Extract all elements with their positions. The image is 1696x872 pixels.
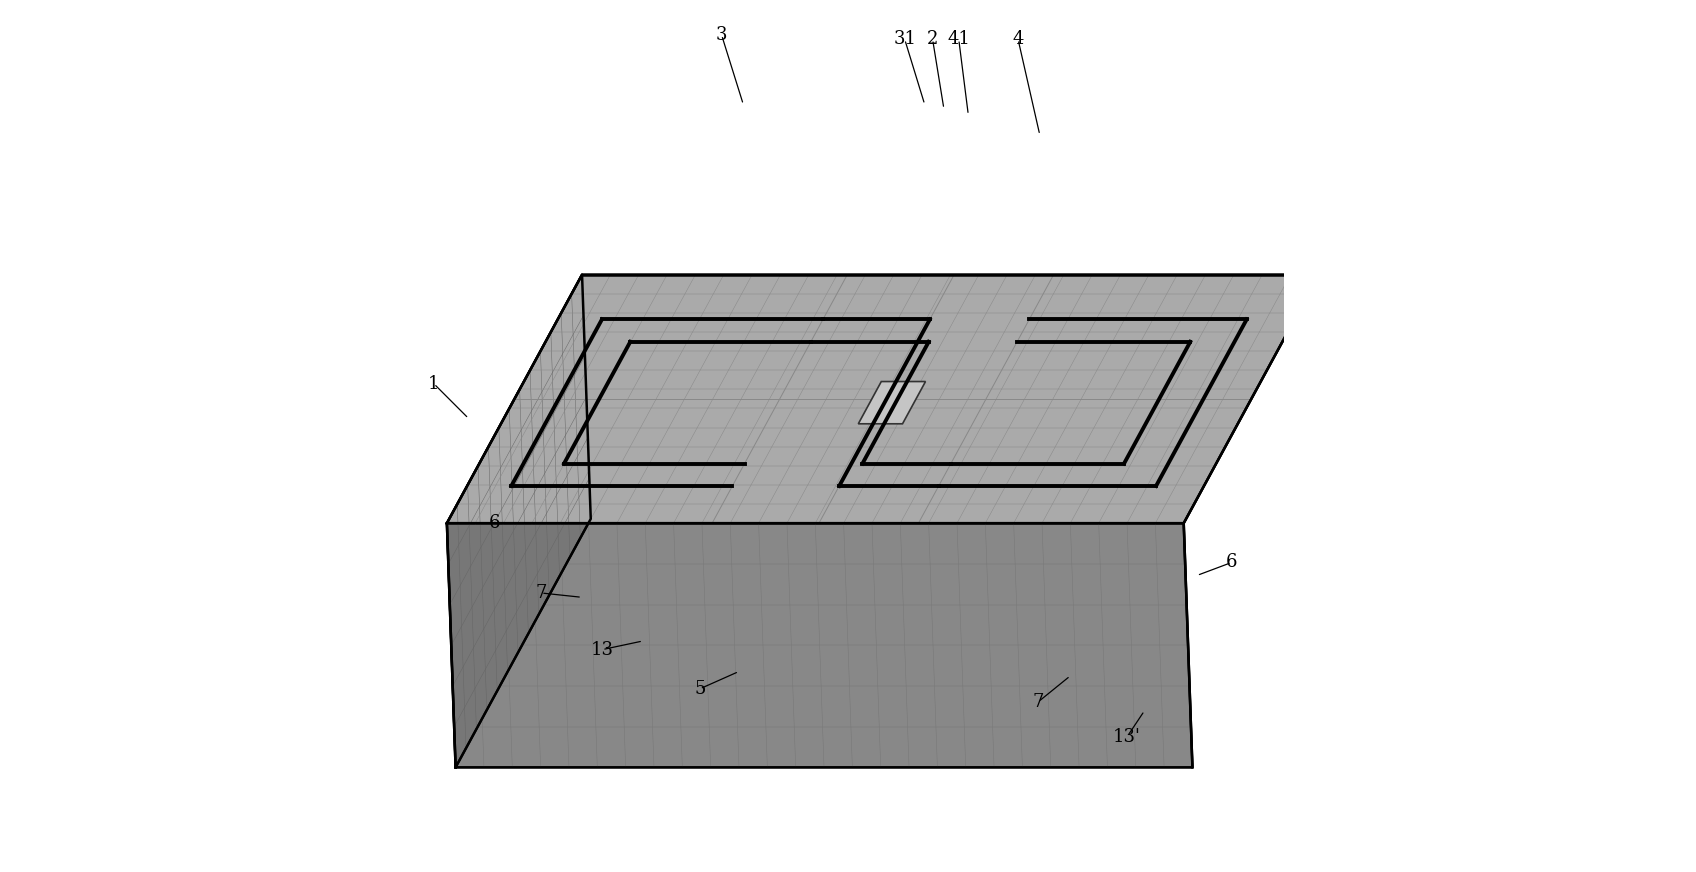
Polygon shape [858, 382, 926, 424]
Text: 7: 7 [536, 584, 546, 602]
Polygon shape [446, 275, 590, 767]
Text: 13': 13' [1113, 728, 1141, 746]
Text: 13: 13 [590, 641, 614, 658]
Text: 3: 3 [716, 26, 728, 44]
Polygon shape [446, 523, 1192, 767]
Text: 5: 5 [694, 680, 706, 698]
Text: 1: 1 [427, 375, 439, 392]
Text: 6: 6 [1226, 554, 1238, 571]
Text: 6: 6 [488, 514, 500, 532]
Text: 31: 31 [894, 31, 916, 48]
Text: 2: 2 [928, 31, 938, 48]
Polygon shape [446, 275, 1319, 523]
Text: 7: 7 [1033, 693, 1043, 711]
Text: 41: 41 [948, 31, 970, 48]
Text: 4: 4 [1013, 31, 1024, 48]
